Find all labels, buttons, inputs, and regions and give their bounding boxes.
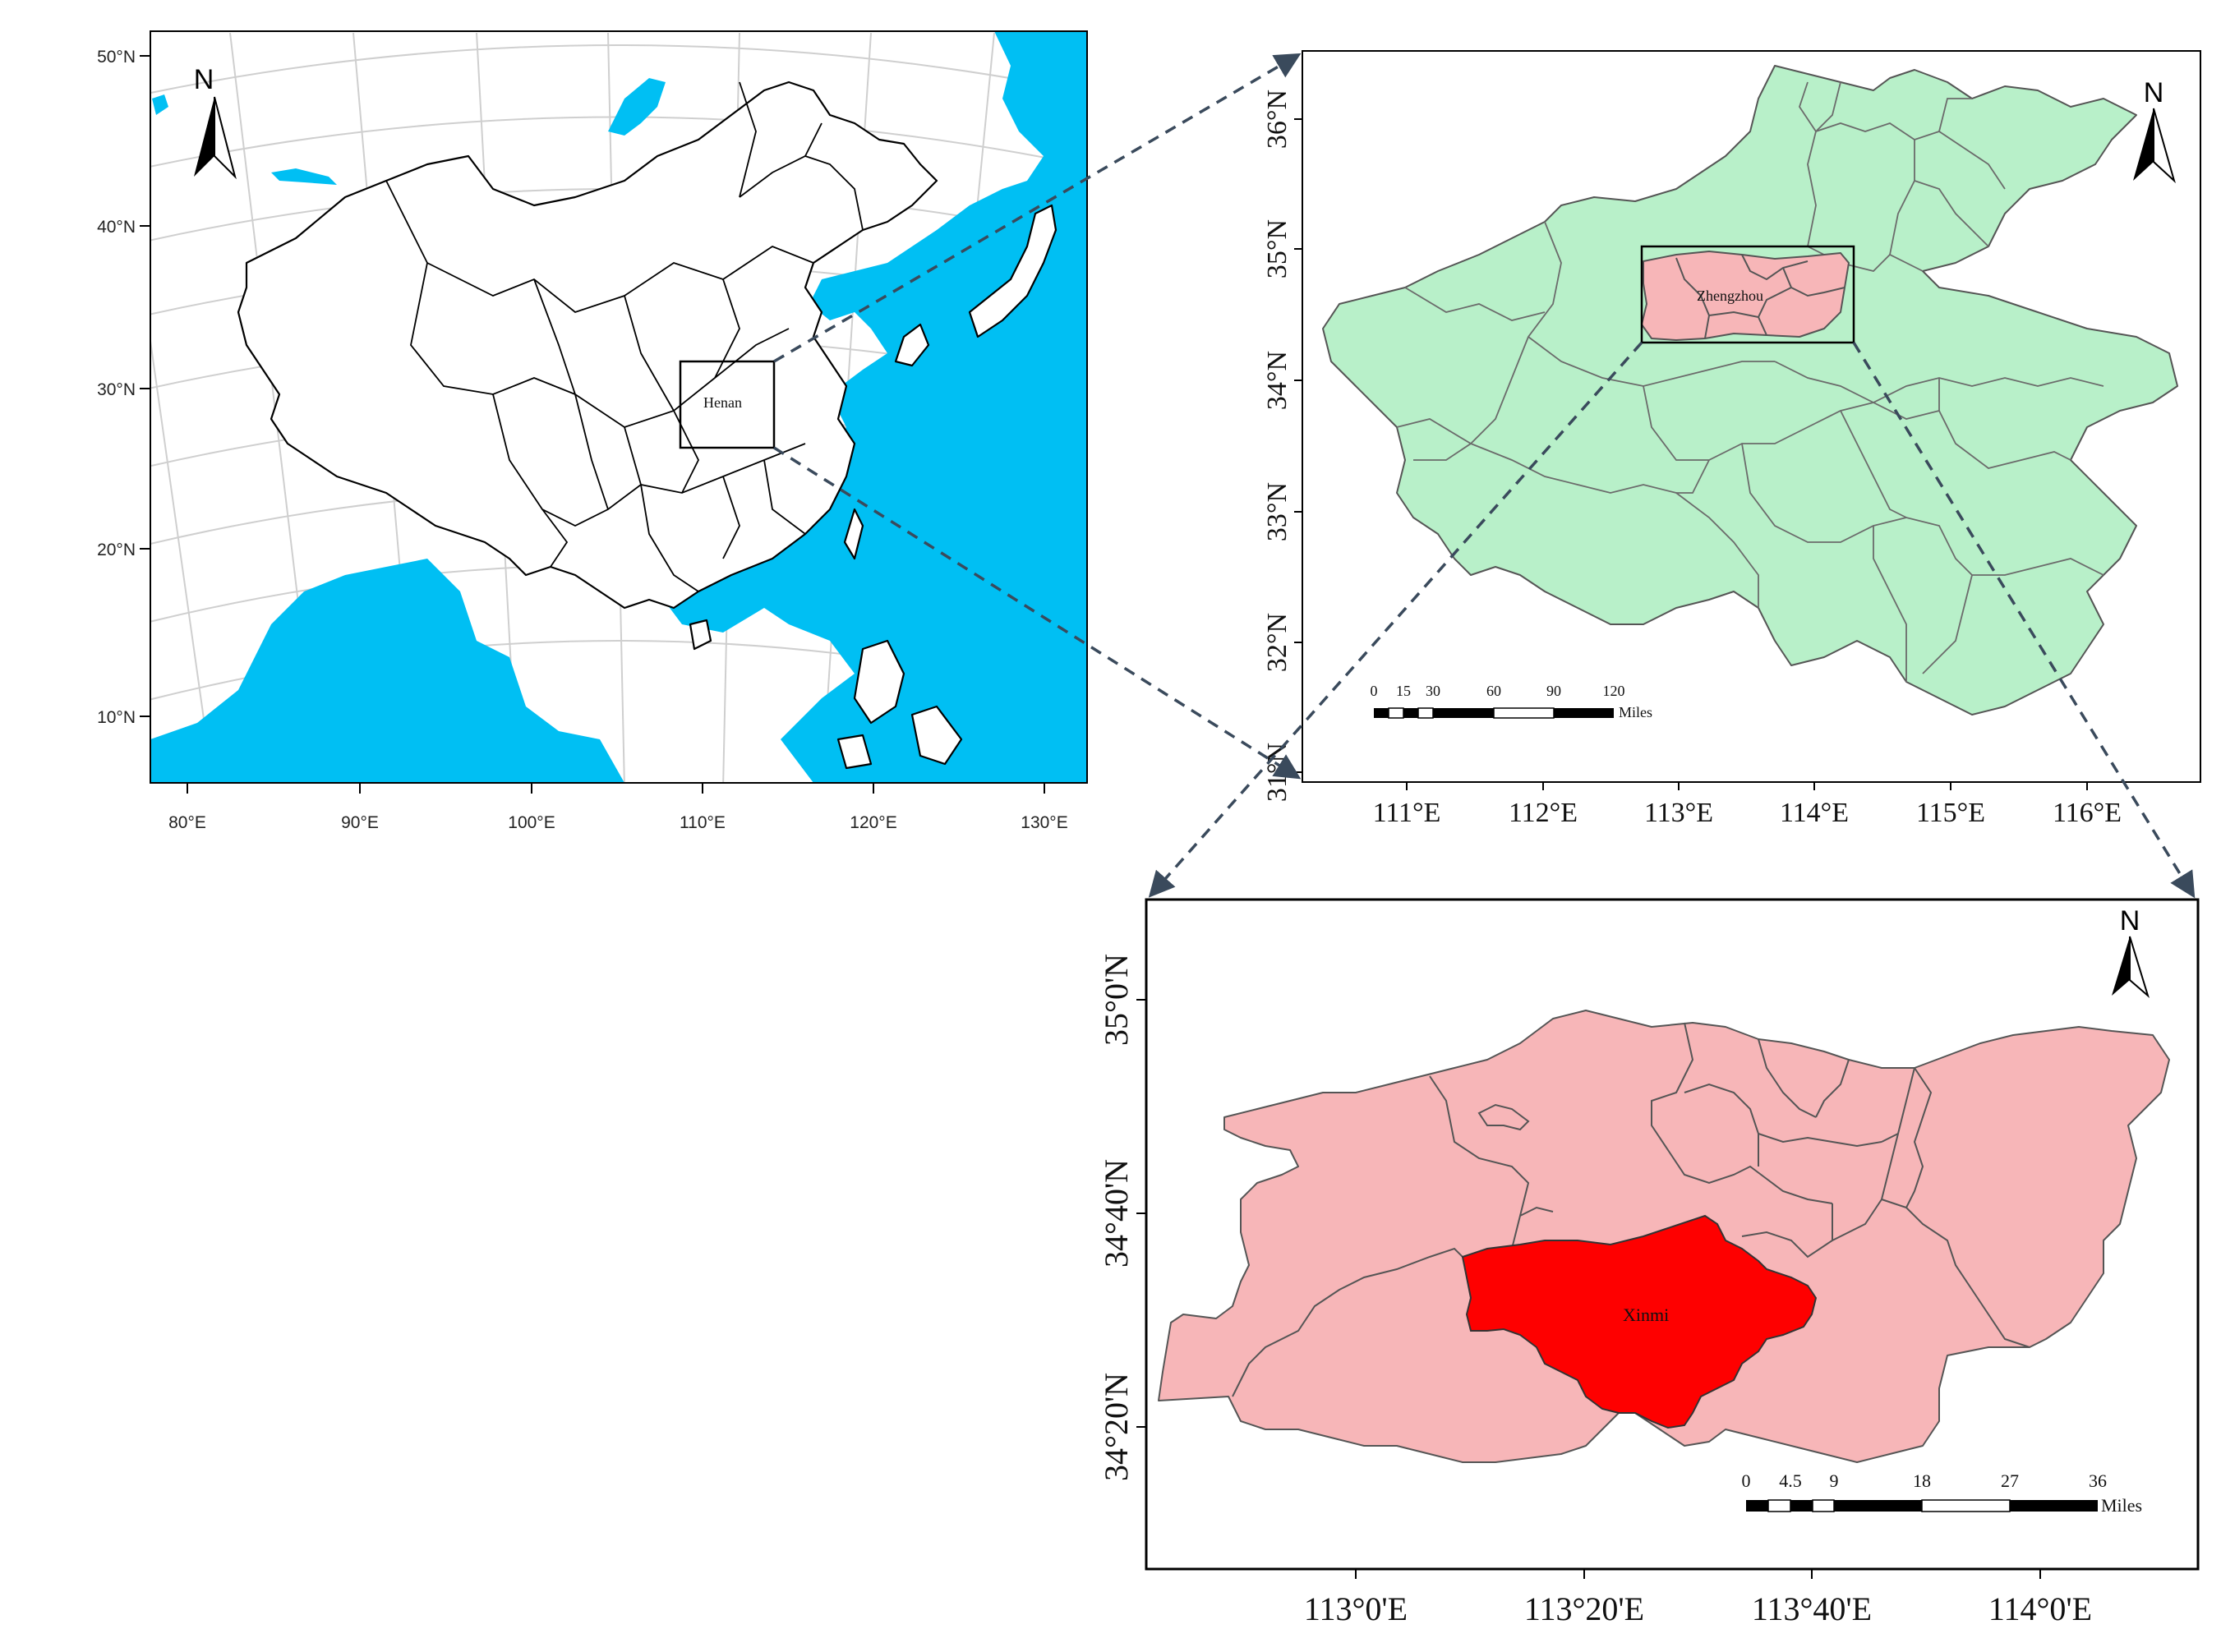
- china-lon-axis: 80°E 90°E 100°E 110°E 120°E 130°E: [168, 783, 1068, 832]
- henan-scale-bar: 0 15 30 60 90 120 Miles: [1371, 683, 1653, 720]
- china-lat-axis: 50°N 40°N 30°N 20°N 10°N: [97, 48, 150, 727]
- china-north-arrow: N: [194, 64, 237, 180]
- zhengzhou-lon-axis: 113°0'E 113°20'E 113°40'E 114°0'E: [1304, 1569, 2092, 1627]
- henan-label: Henan: [703, 394, 742, 411]
- zhengzhou-scale-unit: Miles: [2101, 1495, 2142, 1516]
- connector-arrow: [773, 53, 1302, 363]
- zhengzhou-locator-box: [1640, 245, 1855, 344]
- svg-text:N: N: [194, 64, 214, 95]
- zhengzhou-lat-label: 35°0'N: [1098, 954, 1135, 1046]
- zhengzhou-scale-tick: 4.5: [1779, 1470, 1802, 1491]
- zhengzhou-scale-bar: 0 4.5 9 18 27 36 Miles: [1742, 1470, 2143, 1516]
- china-lon-label: 100°E: [508, 813, 555, 832]
- china-lat-label: 10°N: [97, 708, 136, 727]
- henan-lat-axis: 36°N 35°N 34°N 33°N 32°N 31°N: [1262, 90, 1302, 802]
- henan-lat-label: 35°N: [1262, 219, 1293, 278]
- china-lon-label: 110°E: [680, 813, 726, 832]
- zhengzhou-lon-label: 114°0'E: [1988, 1590, 2092, 1627]
- china-lon-label: 130°E: [1021, 813, 1067, 832]
- svg-text:N: N: [2144, 77, 2164, 108]
- zhengzhou-highlight: Zhengzhou: [1641, 251, 1850, 341]
- connector-arrow: [1148, 341, 1643, 898]
- zhengzhou-lon-label: 113°20'E: [1524, 1590, 1644, 1627]
- svg-text:N: N: [2120, 905, 2140, 936]
- henan-lat-label: 32°N: [1262, 613, 1293, 672]
- zhengzhou-scale-tick: 36: [2089, 1470, 2107, 1491]
- zhengzhou-lon-label: 113°0'E: [1304, 1590, 1408, 1627]
- zhengzhou-scale-tick: 9: [1830, 1470, 1839, 1491]
- henan-map-panel: Zhengzhou N 0 15 30 60 90 120 Miles: [1262, 50, 2201, 828]
- zhengzhou-scale-tick: 0: [1742, 1470, 1751, 1491]
- henan-north-arrow: N: [2133, 77, 2176, 184]
- henan-lon-label: 112°E: [1509, 798, 1578, 828]
- henan-scale-unit: Miles: [1619, 704, 1652, 720]
- china-lon-label: 120°E: [850, 813, 896, 832]
- china-islands: [689, 204, 1058, 770]
- henan-scale-tick: 120: [1603, 683, 1625, 699]
- henan-lon-label: 116°E: [2053, 798, 2122, 828]
- connector-arrow: [773, 446, 1302, 780]
- henan-scale-tick: 0: [1371, 683, 1378, 699]
- henan-lat-label: 33°N: [1262, 482, 1293, 541]
- zhengzhou-label: Zhengzhou: [1697, 288, 1763, 304]
- henan-locator-box: [679, 360, 776, 449]
- henan-lat-label: 34°N: [1262, 351, 1293, 410]
- zhengzhou-north-arrow: N: [2112, 905, 2150, 999]
- henan-lon-label: 115°E: [1916, 798, 1985, 828]
- henan-scale-tick: 15: [1396, 683, 1411, 699]
- henan-scale-tick: 90: [1546, 683, 1561, 699]
- zhengzhou-map-panel: Xinmi N 0 4.5 9 18 27 36 Miles: [1098, 898, 2200, 1627]
- china-seas: [150, 31, 1087, 783]
- henan-lon-label: 113°E: [1644, 798, 1713, 828]
- china-lat-label: 40°N: [97, 218, 136, 237]
- china-lat-label: 30°N: [97, 380, 136, 399]
- zhengzhou-scale-tick: 27: [2001, 1470, 2019, 1491]
- henan-lon-label: 114°E: [1780, 798, 1849, 828]
- xinmi-highlight: Xinmi: [1461, 1214, 1818, 1429]
- henan-scale-tick: 60: [1486, 683, 1501, 699]
- henan-lon-label: 111°E: [1373, 798, 1441, 828]
- china-lon-label: 80°E: [168, 813, 206, 832]
- zhengzhou-lon-label: 113°40'E: [1752, 1590, 1872, 1627]
- china-provinces: [237, 81, 938, 610]
- connector-arrow: [1852, 342, 2196, 899]
- connector-arrows: [773, 53, 2196, 899]
- china-map-panel: Henan N 50°N 40°N 30°N 20°N 10°N: [97, 30, 1088, 832]
- henan-province-shape: [1322, 65, 2178, 716]
- china-lat-label: 50°N: [97, 48, 136, 67]
- china-lon-label: 90°E: [341, 813, 379, 832]
- xinmi-label: Xinmi: [1623, 1305, 1669, 1325]
- henan-lon-axis: 111°E 112°E 113°E 114°E 115°E 116°E: [1373, 782, 2122, 828]
- henan-scale-tick: 30: [1426, 683, 1440, 699]
- zhengzhou-scale-tick: 18: [1913, 1470, 1931, 1491]
- henan-lat-label: 36°N: [1262, 90, 1293, 149]
- zhengzhou-lat-label: 34°20'N: [1098, 1373, 1135, 1481]
- china-lat-label: 20°N: [97, 541, 136, 559]
- zhengzhou-lat-label: 34°40'N: [1098, 1159, 1135, 1268]
- zhengzhou-lat-axis: 35°0'N 34°40'N 34°20'N: [1098, 954, 1146, 1481]
- henan-lat-label: 31°N: [1262, 743, 1293, 802]
